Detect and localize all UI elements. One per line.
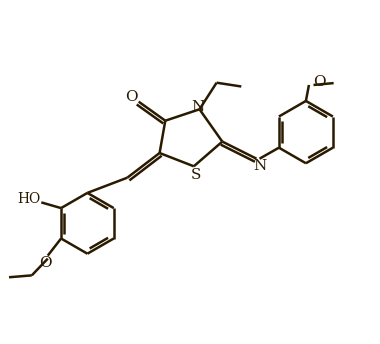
Text: S: S — [190, 168, 201, 182]
Text: O: O — [125, 90, 138, 104]
Text: O: O — [40, 256, 52, 270]
Text: HO: HO — [17, 192, 41, 206]
Text: O: O — [313, 75, 326, 89]
Text: N: N — [254, 159, 267, 173]
Text: N: N — [191, 100, 204, 115]
